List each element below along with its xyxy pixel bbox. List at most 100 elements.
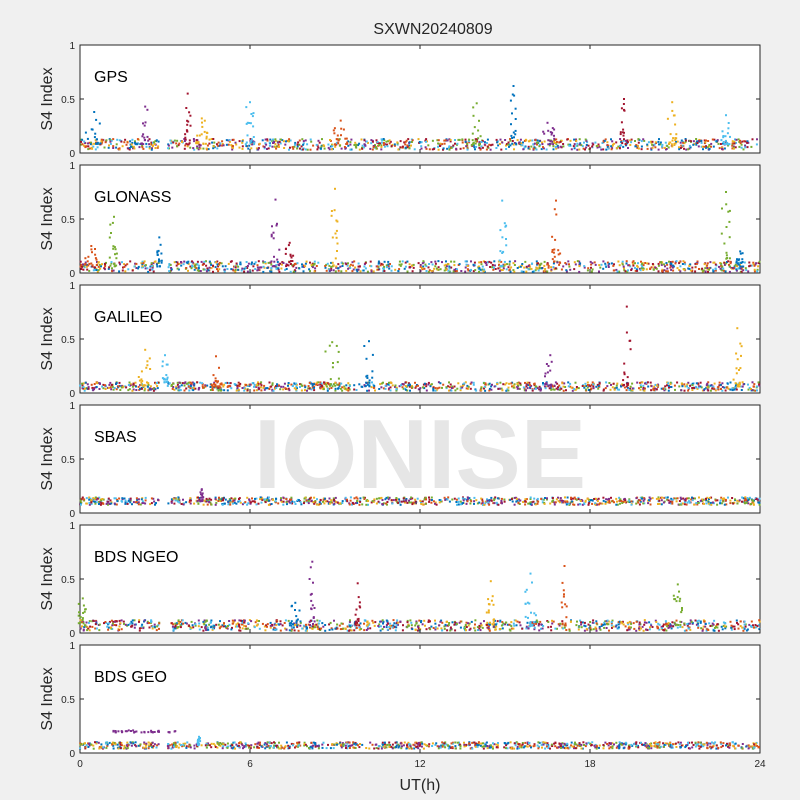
data-point	[101, 498, 104, 500]
data-point	[94, 148, 97, 151]
data-point	[96, 270, 99, 273]
data-point	[687, 622, 690, 625]
y-axis-label: S4 Index	[39, 427, 56, 490]
data-point	[534, 503, 537, 506]
data-point	[580, 144, 583, 147]
data-point	[202, 620, 205, 623]
data-point	[326, 500, 329, 503]
data-point	[592, 619, 595, 622]
data-point	[328, 497, 331, 500]
data-point	[613, 263, 615, 266]
data-point	[468, 141, 471, 144]
data-point	[389, 622, 392, 625]
data-point	[566, 138, 569, 141]
data-point	[755, 143, 758, 146]
data-point	[166, 376, 169, 379]
data-point	[585, 385, 588, 387]
data-point	[535, 266, 538, 269]
data-point	[527, 147, 530, 150]
data-point	[522, 501, 525, 503]
data-point	[300, 148, 303, 151]
data-point	[578, 148, 581, 151]
data-point	[363, 496, 366, 499]
data-point	[385, 624, 388, 626]
data-point	[156, 265, 159, 268]
data-point	[103, 267, 106, 270]
data-point	[97, 261, 100, 264]
data-point	[454, 270, 457, 273]
data-point	[381, 628, 384, 631]
data-point	[498, 143, 501, 145]
data-point	[546, 263, 549, 266]
data-point	[269, 621, 272, 624]
data-point	[408, 266, 411, 269]
data-point	[533, 270, 536, 273]
data-point	[482, 260, 485, 263]
data-point	[459, 620, 462, 623]
data-point	[741, 258, 744, 261]
data-point	[290, 629, 293, 632]
data-point	[503, 500, 506, 503]
data-point	[538, 265, 541, 268]
data-point	[635, 144, 638, 147]
data-point	[309, 148, 312, 151]
data-point	[507, 266, 510, 269]
data-point	[404, 261, 407, 264]
data-point	[387, 498, 390, 501]
data-point	[401, 260, 404, 263]
data-point	[131, 389, 134, 392]
data-point	[138, 379, 141, 382]
data-point	[251, 261, 253, 264]
data-point	[615, 141, 618, 144]
data-point	[641, 262, 644, 265]
data-point	[658, 499, 661, 502]
data-point	[207, 269, 210, 272]
data-point	[184, 621, 187, 624]
data-point	[353, 144, 356, 146]
data-point	[638, 267, 641, 270]
data-point	[260, 384, 263, 387]
data-point	[448, 148, 451, 151]
data-point	[364, 385, 367, 388]
data-point	[247, 502, 250, 505]
data-point	[183, 384, 186, 387]
data-point	[751, 501, 754, 504]
data-point	[101, 263, 103, 266]
data-point	[152, 270, 155, 273]
data-point	[425, 147, 428, 150]
data-point	[735, 367, 738, 370]
data-point	[285, 140, 287, 143]
data-point	[721, 382, 724, 385]
data-point	[708, 496, 711, 499]
data-point	[233, 383, 236, 385]
data-point	[547, 129, 550, 132]
data-point	[335, 236, 338, 239]
data-point	[606, 501, 609, 504]
data-point	[519, 382, 522, 385]
data-point	[198, 143, 201, 146]
data-point	[694, 270, 697, 273]
data-point	[750, 388, 752, 390]
data-point	[188, 501, 191, 504]
data-point	[293, 145, 296, 148]
data-point	[288, 138, 291, 141]
data-point	[246, 389, 249, 392]
data-point	[544, 375, 546, 378]
data-point	[549, 142, 552, 145]
data-point	[143, 260, 146, 263]
data-point	[306, 148, 309, 151]
data-point	[331, 341, 334, 344]
data-point	[686, 497, 689, 500]
data-point	[195, 263, 198, 266]
data-point	[480, 145, 483, 148]
data-point	[631, 387, 634, 390]
data-point	[348, 620, 351, 623]
data-point	[626, 139, 629, 142]
data-point	[502, 383, 505, 386]
data-point	[472, 381, 475, 384]
data-point	[83, 387, 86, 390]
data-point	[521, 627, 524, 630]
data-point	[372, 500, 375, 503]
y-tick-label: 1	[69, 281, 75, 292]
data-point	[728, 263, 730, 266]
